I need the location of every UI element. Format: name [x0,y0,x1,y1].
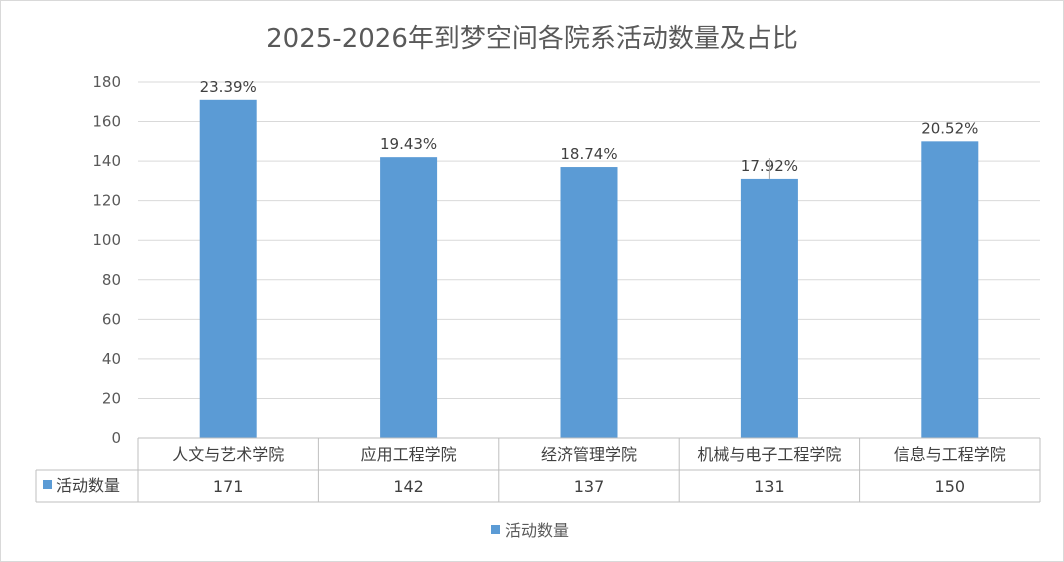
bar-2 [560,167,618,439]
y-tick-label: 180 [92,73,121,91]
legend-key [491,525,500,534]
y-tick-label: 20 [102,389,121,407]
y-tick-label: 80 [102,271,121,289]
y-tick-label: 100 [92,231,121,249]
bars [199,99,979,439]
data-label: 23.39% [200,78,257,96]
table-value: 142 [393,477,424,496]
bar-3 [740,178,798,438]
category-label: 人文与艺术学院 [172,445,284,464]
y-tick-label: 40 [102,350,121,368]
table-value: 150 [935,477,966,496]
table-series-name: 活动数量 [56,476,120,495]
data-labels: 23.39%19.43%18.74%17.92%20.52% [200,78,978,179]
y-tick-label: 0 [111,429,121,447]
bar-0 [199,99,257,439]
y-tick-label: 140 [92,152,121,170]
category-label: 经济管理学院 [541,445,637,464]
y-axis-ticks: 0 20 40 60 80 100 120 140 160 180 [92,73,121,447]
table-value: 131 [754,477,785,496]
data-table: 人文与艺术学院 171 应用工程学院 142 经济管理学院 137 机械与电子工程学院 131… [35,437,1041,503]
y-tick-label: 120 [92,192,121,210]
y-tick-label: 60 [102,310,121,328]
data-label: 18.74% [560,145,617,163]
legend: 活动数量 [491,521,569,540]
bar-1 [380,157,438,438]
legend-label: 活动数量 [505,521,569,540]
category-label: 应用工程学院 [361,445,457,464]
table-series-key [43,480,52,489]
bar-4 [921,141,979,439]
table-value: 137 [574,477,605,496]
y-tick-label: 160 [92,113,121,131]
category-label: 信息与工程学院 [894,445,1006,464]
category-label: 机械与电子工程学院 [697,445,841,464]
data-label: 19.43% [380,135,437,153]
data-label: 20.52% [921,119,978,137]
chart-title: 2025-2026年到梦空间各院系活动数量及占比 [266,24,798,54]
table-value: 171 [213,477,244,496]
